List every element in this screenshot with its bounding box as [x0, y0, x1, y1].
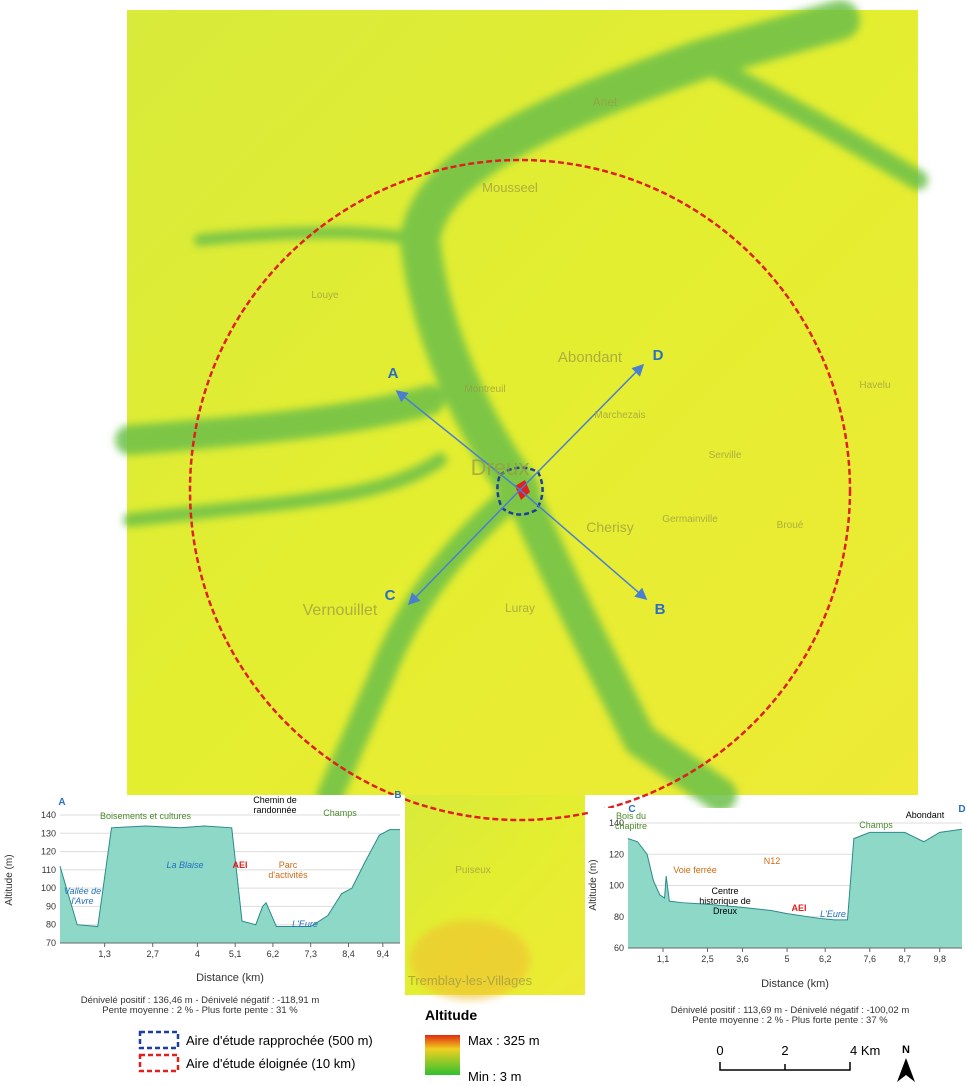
annotation: AEI [790, 904, 808, 914]
point-label: D [653, 347, 664, 364]
annotation: Chemin de randonnée [245, 796, 305, 816]
profile-end-label: D [958, 804, 965, 815]
place-label: Puiseux [455, 865, 491, 876]
place-label: Vernouillet [303, 602, 378, 619]
y-tick-label: 80 [46, 920, 56, 930]
x-tick-label: 6,2 [819, 954, 832, 964]
place-label: Marchezais [594, 410, 645, 421]
altitude-ramp [425, 1035, 460, 1075]
y-tick-label: 60 [614, 943, 624, 953]
y-tick-label: 90 [46, 901, 56, 911]
page: A B C D Dreux Vernouillet Abondant Cherisy Luray… [0, 0, 966, 1086]
annotation: Parc d'activités [258, 861, 318, 881]
place-label: Serville [709, 450, 742, 461]
legend-max: Max : 325 m [468, 1033, 540, 1048]
place-label: Louye [311, 290, 339, 301]
place-label: Mousseel [482, 180, 538, 195]
point-label: A [388, 365, 399, 382]
y-tick-label: 130 [41, 828, 56, 838]
point-label: B [655, 601, 666, 618]
x-tick-label: 5,1 [229, 949, 242, 959]
profile-end-label: B [394, 790, 401, 801]
x-tick-label: 8,4 [342, 949, 355, 959]
annotation: La Blaise [165, 861, 205, 871]
legend-title: Altitude [425, 1007, 477, 1023]
x-axis-label: Distance (km) [196, 972, 264, 984]
legend-swatch [140, 1055, 178, 1071]
y-axis-label: Altitude (m) [588, 859, 599, 910]
annotation: Centre historique de Dreux [695, 887, 755, 917]
profile-stats: Pente moyenne : 2 % - Plus forte pente :… [102, 1005, 298, 1016]
y-tick-label: 120 [609, 849, 624, 859]
place-label: Montreuil [464, 384, 505, 395]
annotation: Champs [320, 809, 360, 819]
profile-stats: Pente moyenne : 2 % - Plus forte pente :… [692, 1015, 888, 1026]
y-tick-label: 100 [609, 881, 624, 891]
x-tick-label: 6,2 [267, 949, 280, 959]
annotation: AEI [232, 861, 248, 871]
place-label: Broué [777, 520, 804, 531]
y-tick-label: 120 [41, 847, 56, 857]
place-label: Dreux [471, 455, 530, 480]
x-axis-label: Distance (km) [761, 978, 829, 990]
y-tick-label: 140 [41, 810, 56, 820]
y-tick-label: 80 [614, 912, 624, 922]
scale-label: 2 [781, 1043, 788, 1058]
place-label: Cherisy [586, 519, 633, 535]
x-tick-label: 2,5 [701, 954, 714, 964]
figure: A B C D Dreux Vernouillet Abondant Cherisy Luray… [0, 0, 966, 1086]
y-tick-label: 100 [41, 883, 56, 893]
annotation: L'Eure [290, 920, 320, 930]
legend-label: Aire d'étude rapprochée (500 m) [186, 1033, 373, 1048]
place-label: Tremblay-les-Villages [408, 973, 533, 988]
x-tick-label: 7,3 [304, 949, 317, 959]
y-axis-label: Altitude (m) [4, 854, 15, 905]
annotation: Voie ferrée [670, 866, 720, 876]
legend-min: Min : 3 m [468, 1069, 521, 1084]
annotation: Abondant [900, 811, 950, 821]
scale-label: 0 [716, 1043, 723, 1058]
scale-label: 4 Km [850, 1043, 880, 1058]
y-tick-label: 70 [46, 938, 56, 948]
place-label: Abondant [558, 349, 623, 366]
x-tick-label: 1,1 [657, 954, 670, 964]
place-label: Anet [593, 95, 618, 109]
annotation: Champs [856, 821, 896, 831]
north-label: N [902, 1044, 910, 1056]
place-label: Luray [505, 601, 535, 615]
place-label: Havelu [859, 380, 890, 391]
annotation: N12 [762, 857, 782, 867]
annotation: Bois du chapitre [612, 812, 650, 832]
scale-bar [720, 1062, 850, 1070]
x-tick-label: 8,7 [898, 954, 911, 964]
x-tick-label: 7,6 [863, 954, 876, 964]
legend-swatch [140, 1032, 178, 1048]
point-label: C [385, 587, 396, 604]
annotation: Vallée de l'Avre [60, 887, 105, 907]
annotation: L'Eure [818, 910, 848, 920]
legend-label: Aire d'étude éloignée (10 km) [186, 1056, 355, 1071]
north-arrow [897, 1058, 915, 1082]
y-tick-label: 110 [42, 865, 56, 875]
x-tick-label: 3,6 [736, 954, 749, 964]
x-tick-label: 4 [195, 949, 200, 959]
x-tick-label: 9,4 [377, 949, 390, 959]
x-tick-label: 1,3 [98, 949, 111, 959]
place-label: Germainville [662, 514, 718, 525]
profile-end-label: A [58, 797, 65, 808]
annotation: Boisements et cultures [88, 812, 203, 822]
x-tick-label: 9,8 [933, 954, 946, 964]
x-tick-label: 5 [785, 954, 790, 964]
x-tick-label: 2,7 [146, 949, 159, 959]
